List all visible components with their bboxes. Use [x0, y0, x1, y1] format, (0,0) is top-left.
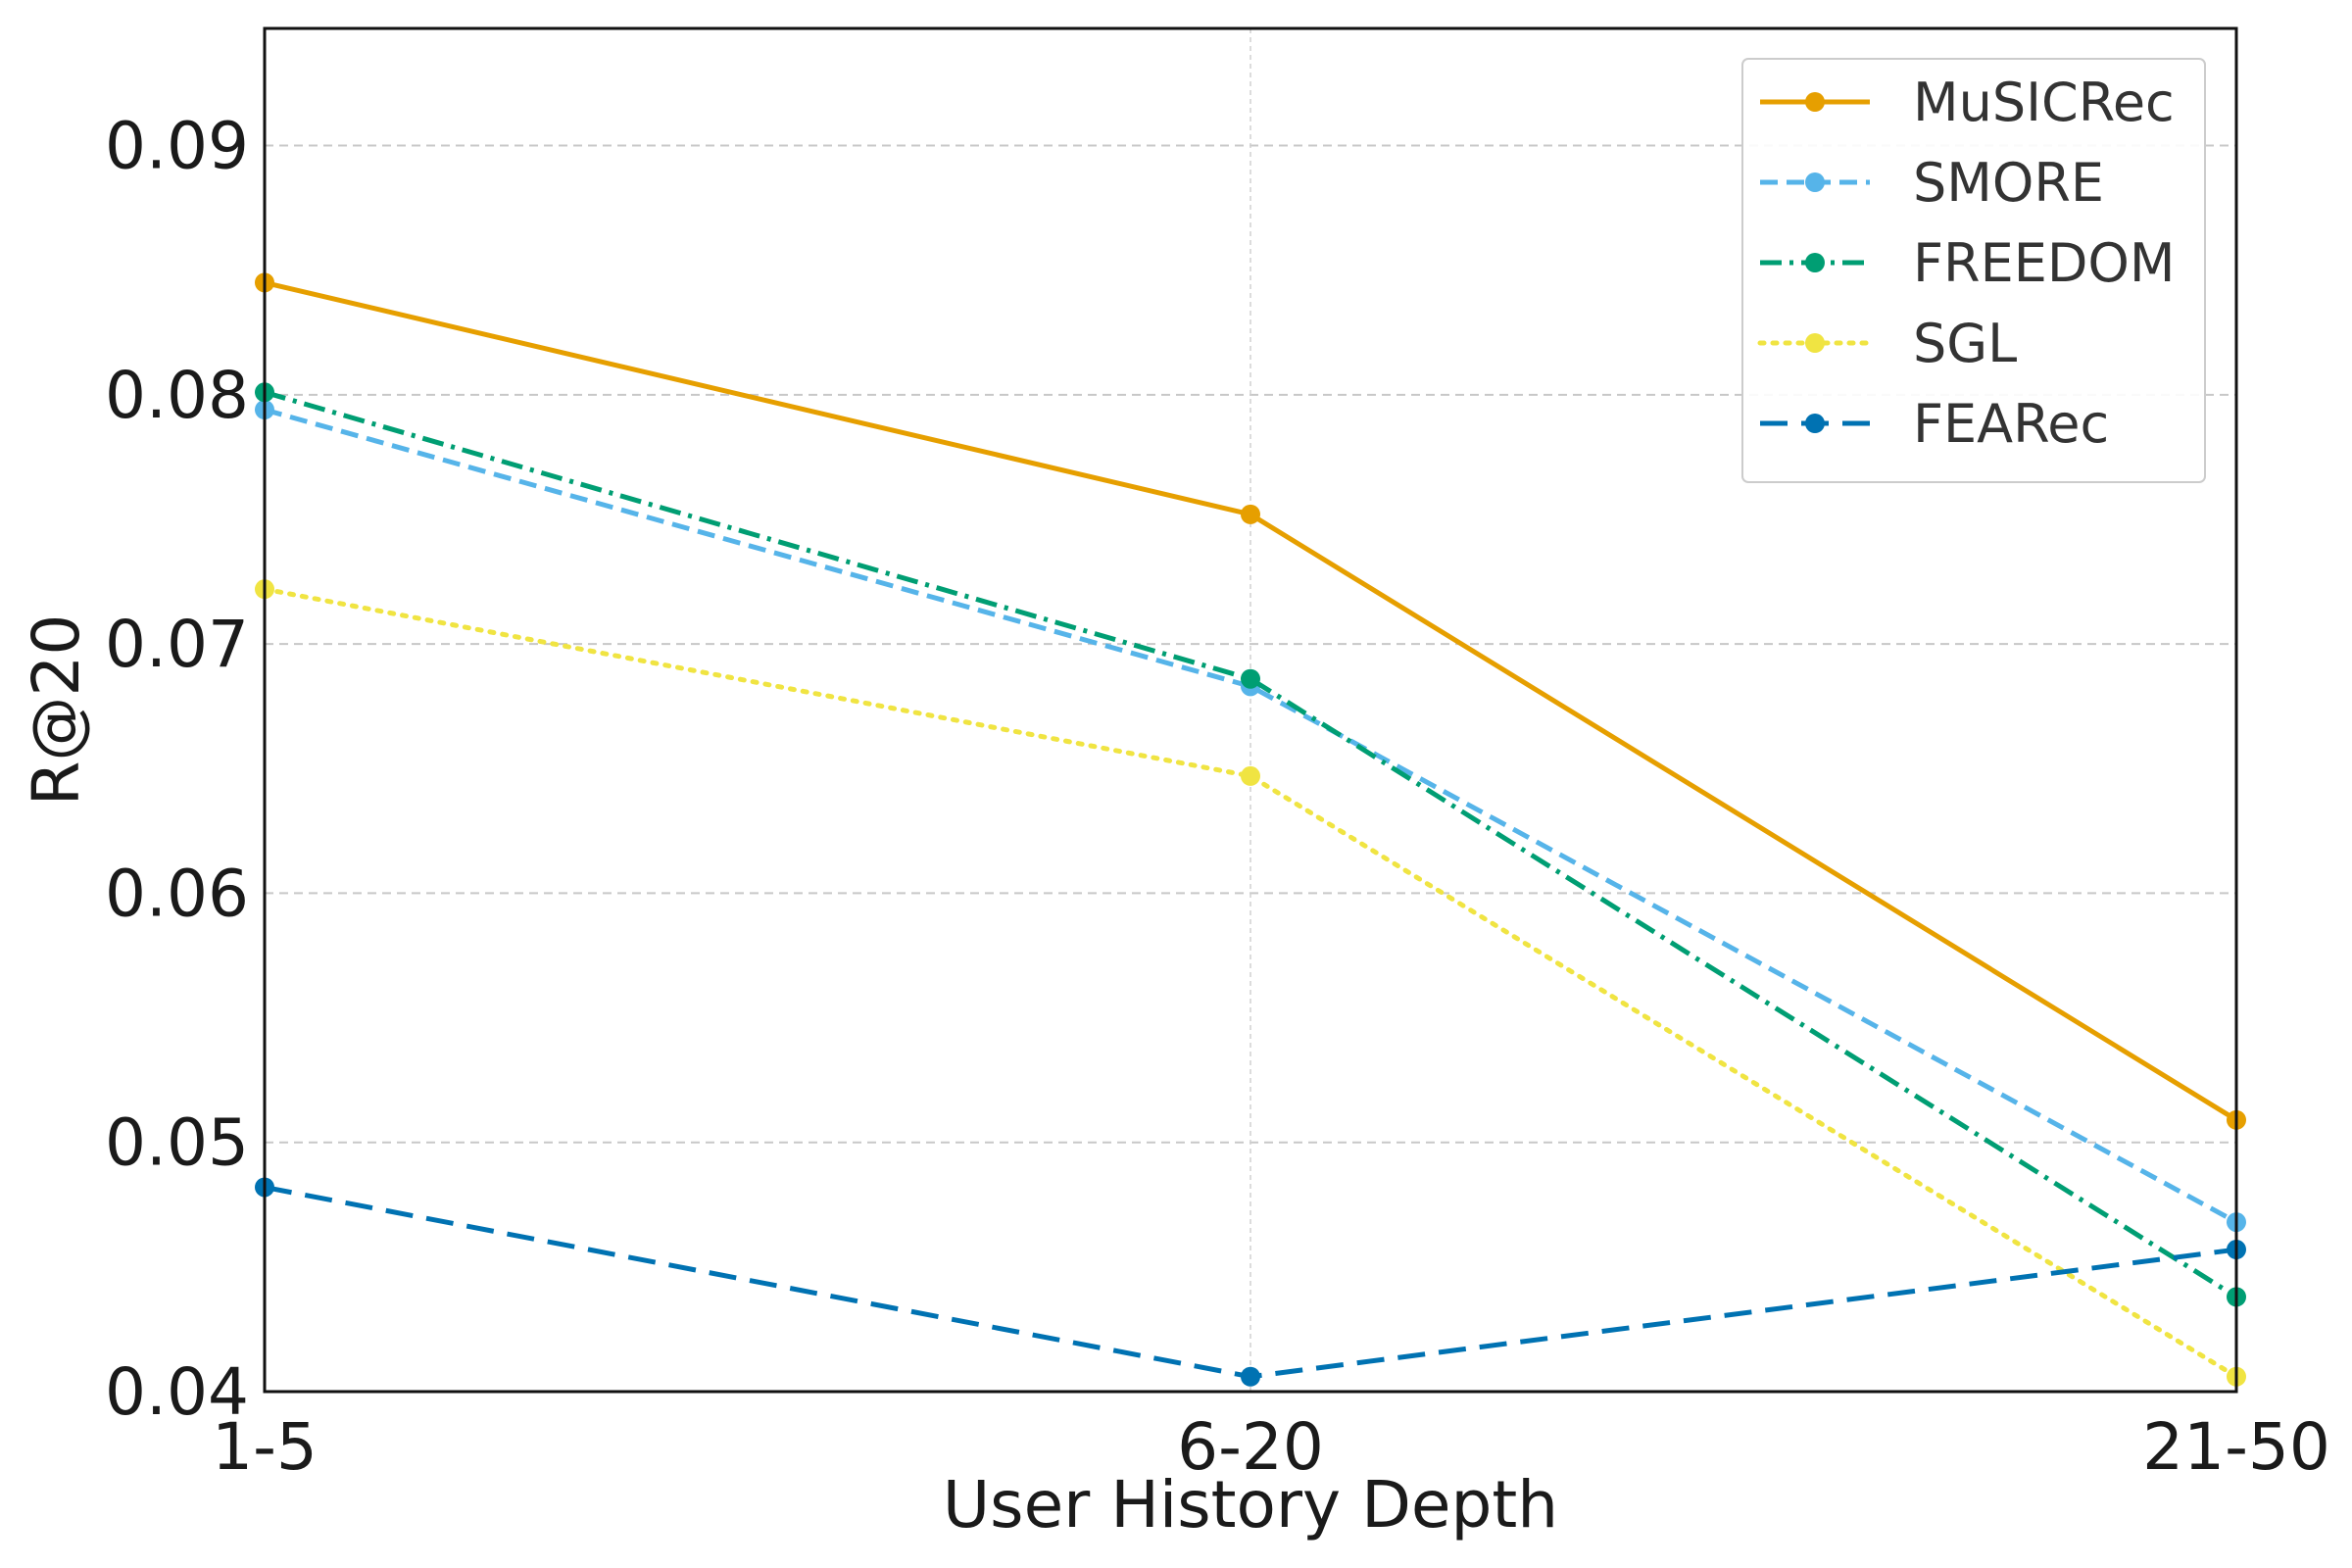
- y-tick-label: 0.05: [105, 1105, 249, 1181]
- data-point: [1241, 1366, 1260, 1387]
- legend-marker: [1805, 253, 1825, 272]
- data-point: [1241, 765, 1260, 786]
- data-point: [1241, 504, 1260, 524]
- series-fearec: [255, 1177, 2246, 1387]
- series-line: [264, 389, 2238, 1299]
- x-axis-title: User History Depth: [943, 1467, 1558, 1543]
- data-point: [1241, 668, 1260, 689]
- y-tick-label: 0.04: [105, 1354, 249, 1430]
- legend-label: FREEDOM: [1913, 232, 2176, 294]
- legend-label: SMORE: [1913, 152, 2104, 214]
- x-tick-label: 21-50: [2142, 1409, 2330, 1485]
- legend-item: SMORE: [1760, 152, 2104, 214]
- legend-item: FREEDOM: [1760, 232, 2176, 294]
- legend: MuSICRec SMORE FREEDOM SGL FEARec: [1741, 58, 2206, 483]
- y-tick-label: 0.06: [105, 856, 249, 931]
- y-tick-label: 0.08: [105, 358, 249, 433]
- legend-marker: [1805, 92, 1825, 112]
- series-line: [262, 586, 2239, 1380]
- legend-box: [1741, 58, 2206, 483]
- legend-label: MuSICRec: [1913, 72, 2175, 133]
- legend-item: FEARec: [1760, 393, 2109, 455]
- y-axis-ticks: 0.04 0.05 0.06 0.07 0.08 0.09: [105, 109, 249, 1430]
- legend-marker: [1805, 172, 1825, 192]
- series-sgl: [255, 579, 2246, 1387]
- legend-item: SGL: [1757, 313, 2017, 374]
- legend-item: MuSICRec: [1760, 72, 2175, 133]
- y-tick-label: 0.09: [105, 109, 249, 184]
- legend-marker: [1805, 414, 1825, 433]
- legend-label: SGL: [1913, 313, 2017, 374]
- legend-label: FEARec: [1913, 393, 2109, 455]
- plot-frame: [263, 26, 2238, 1394]
- y-tick-label: 0.07: [105, 607, 249, 682]
- x-tick-label: 1-5: [212, 1409, 318, 1485]
- y-axis-title: R@20: [19, 614, 94, 807]
- x-axis-ticks: 1-5 6-20 21-50: [212, 1409, 2330, 1485]
- legend-marker: [1805, 333, 1825, 353]
- x-tick-label: 6-20: [1177, 1409, 1324, 1485]
